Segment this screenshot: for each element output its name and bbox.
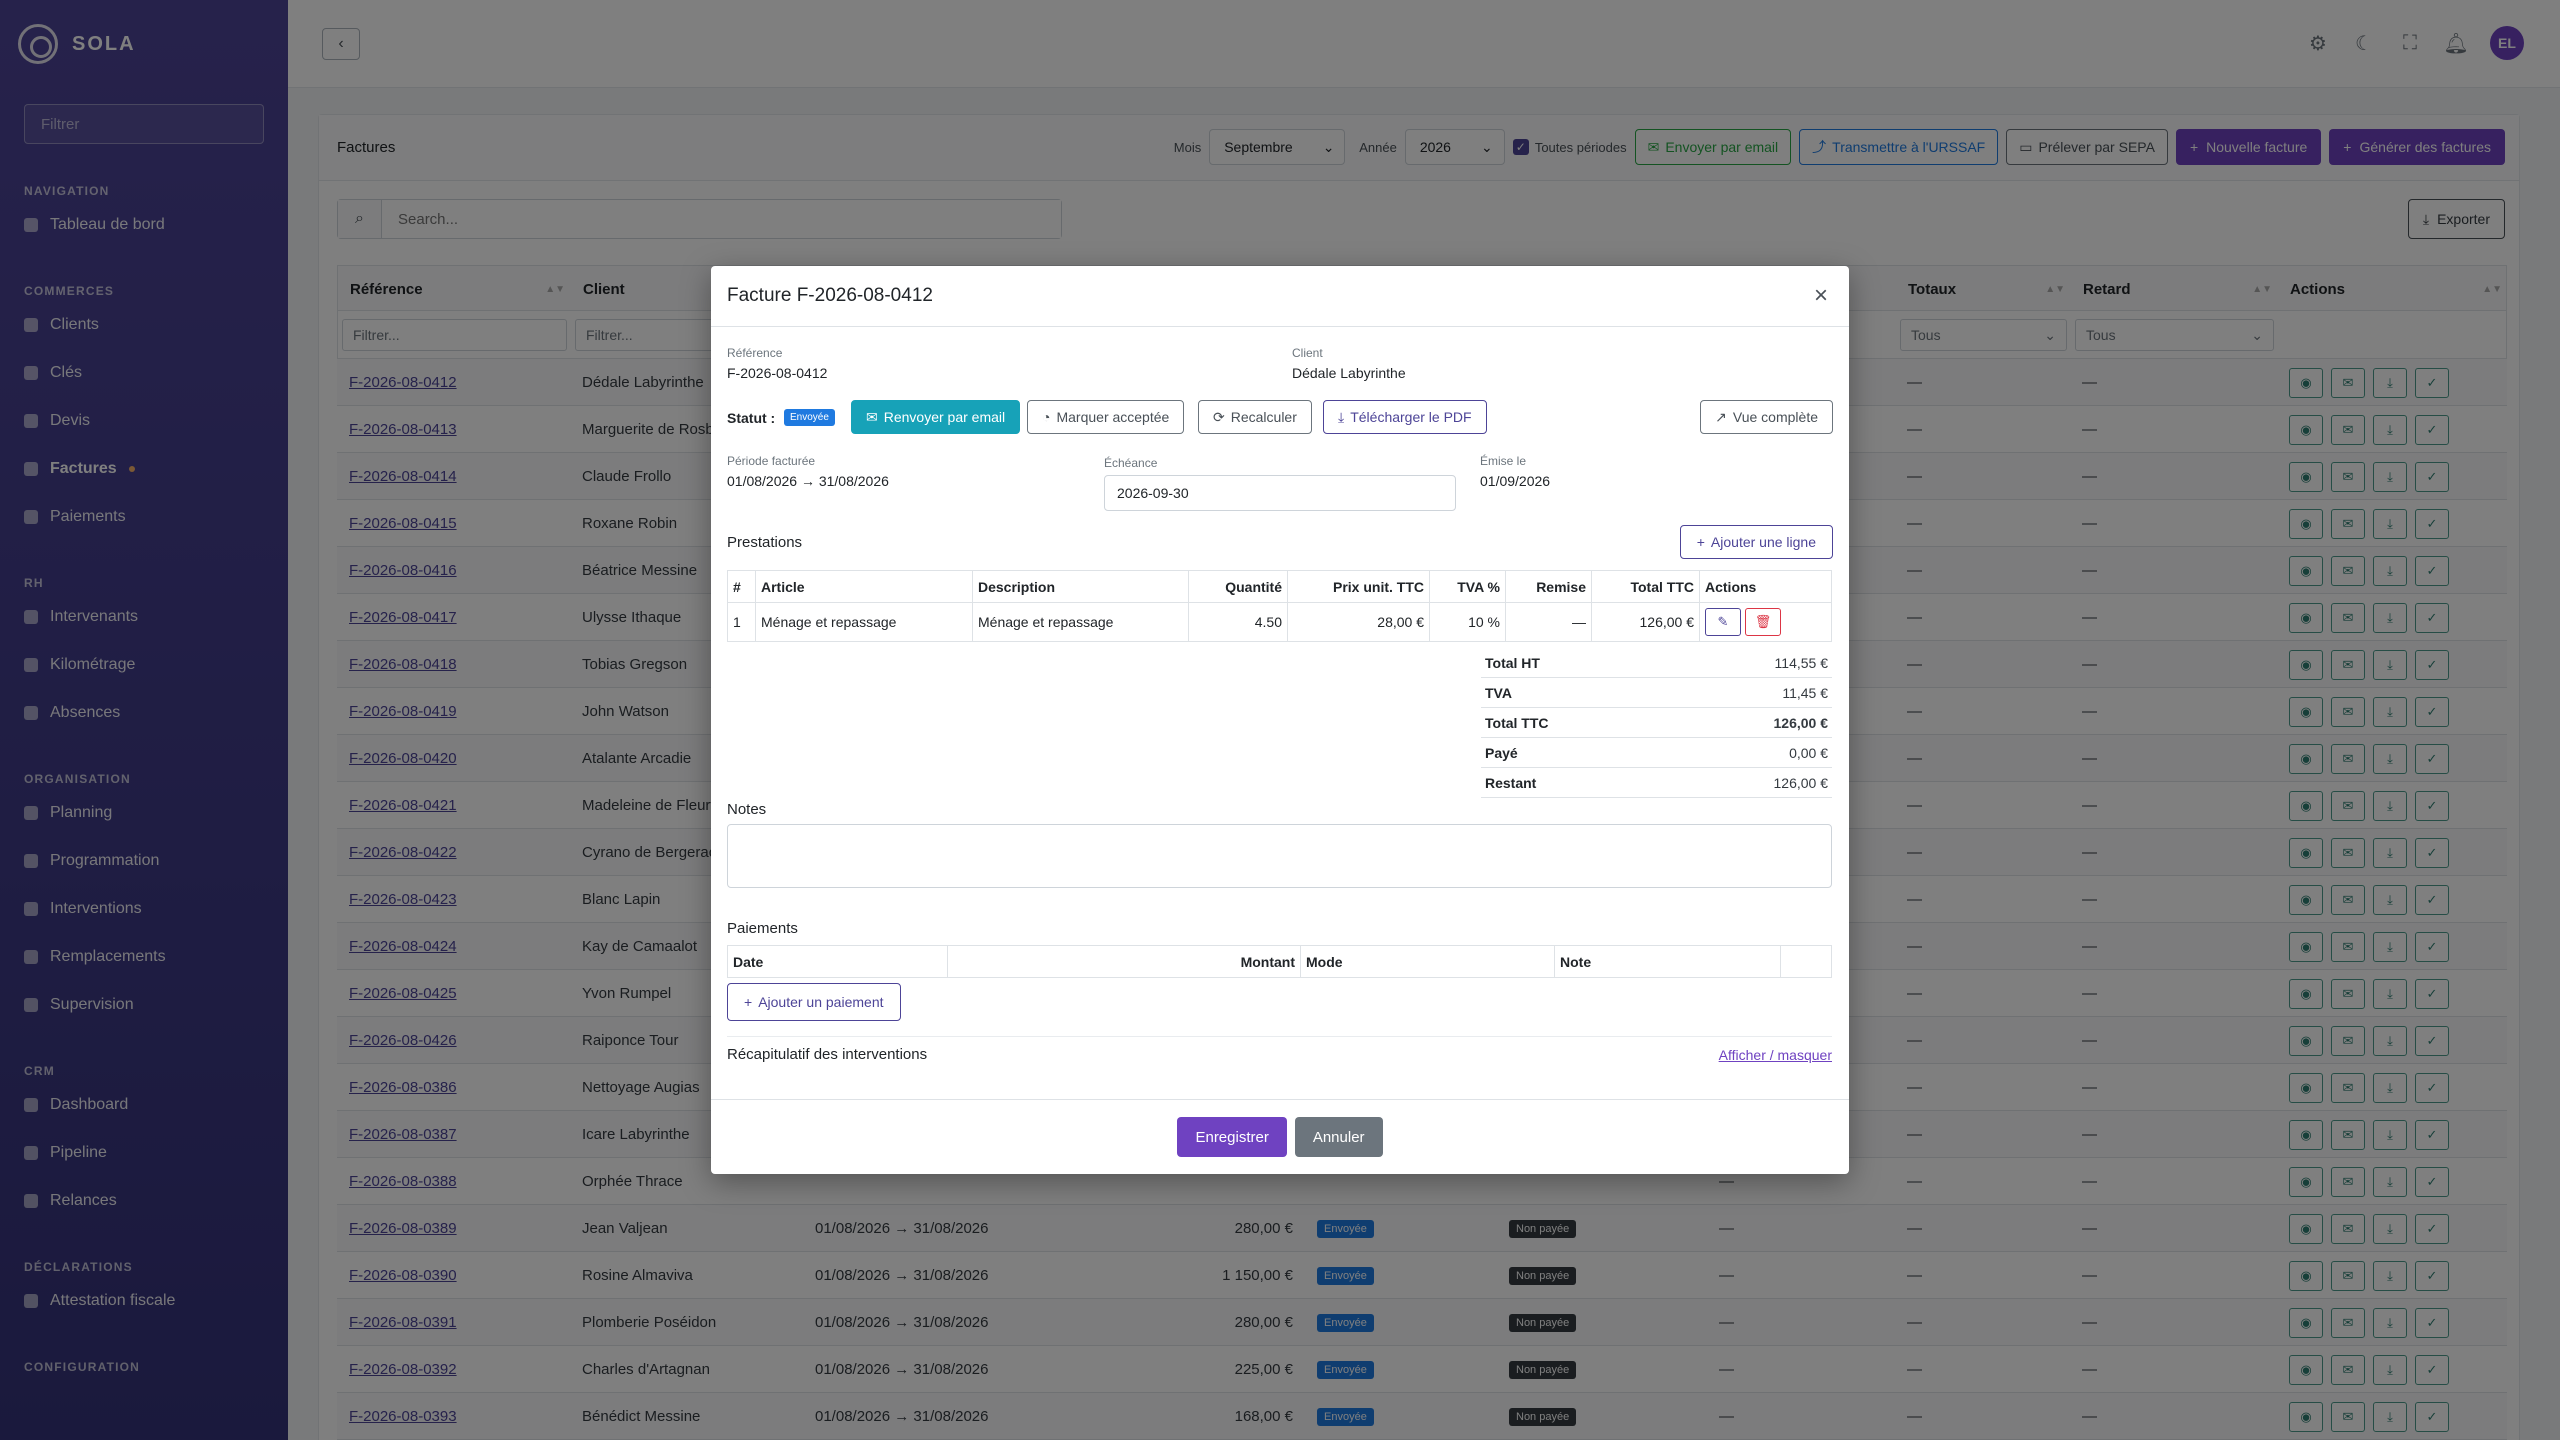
period-label: Période facturée — [727, 454, 816, 468]
total-label: TVA — [1485, 684, 1512, 701]
refresh-icon: ⟳ — [1213, 408, 1225, 425]
col-article: Article — [755, 570, 973, 603]
line-tva[interactable]: 10 % — [1429, 602, 1506, 642]
col-pay-mode: Mode — [1300, 945, 1555, 978]
col-description: Description — [972, 570, 1189, 603]
col-pay-note: Note — [1554, 945, 1781, 978]
line-description[interactable]: Ménage et repassage — [972, 602, 1189, 642]
issued-value: 01/09/2026 — [1480, 473, 1551, 489]
modal-header: Facture F-2026-08-0412 × — [711, 266, 1849, 327]
total-label: Total HT — [1485, 654, 1540, 671]
payments-title: Paiements — [727, 920, 798, 937]
total-value: 126,00 € — [1773, 714, 1829, 731]
total-row: TVA 11,45 € — [1481, 678, 1832, 708]
col-pay-date: Date — [727, 945, 948, 978]
period-value: 01/08/2026 → 31/08/2026 — [727, 473, 889, 489]
client-value: Dédale Labyrinthe — [1292, 365, 1406, 381]
total-label: Total TTC — [1485, 714, 1549, 731]
line-number: 1 — [727, 602, 756, 642]
due-date-input[interactable] — [1104, 475, 1456, 511]
download-pdf-button[interactable]: ⤓ Télécharger le PDF — [1323, 400, 1487, 434]
plus-icon: + — [744, 994, 753, 1010]
notes-textarea[interactable] — [727, 824, 1832, 888]
line-quantity[interactable]: 4.50 — [1188, 602, 1288, 642]
trash-icon[interactable]: 🗑︎ — [1745, 608, 1781, 636]
mail-icon: ✉ — [866, 408, 878, 425]
add-line-button[interactable]: + Ajouter une ligne — [1679, 525, 1833, 559]
line-total: 126,00 € — [1591, 602, 1700, 642]
total-label: Payé — [1485, 744, 1518, 761]
total-value: 114,55 € — [1774, 654, 1828, 671]
line-discount[interactable]: — — [1505, 602, 1592, 642]
modal-title: Facture F-2026-08-0412 — [727, 285, 933, 306]
prestations-title: Prestations — [727, 534, 803, 551]
col-number: # — [727, 570, 756, 603]
resend-email-button[interactable]: ✉ Renvoyer par email — [851, 400, 1021, 434]
close-icon[interactable]: × — [1807, 282, 1835, 310]
total-row: Restant 126,00 € — [1481, 768, 1832, 798]
save-button[interactable]: Enregistrer — [1177, 1117, 1287, 1157]
status-badge: Envoyée — [784, 409, 835, 426]
totals-block: Total HT 114,55 € TVA 11,45 € Total TTC 126,0… — [1481, 648, 1832, 798]
interventions-recap: Récapitulatif des interventions Afficher… — [727, 1036, 1832, 1072]
col-quantity: Quantité — [1188, 570, 1288, 603]
total-value: 126,00 € — [1773, 774, 1829, 791]
download-icon: ⤓ — [1338, 408, 1345, 425]
reference-label: Référence — [727, 346, 783, 360]
total-row: Payé 0,00 € — [1481, 738, 1832, 768]
total-label: Restant — [1485, 774, 1537, 791]
line-unit-price[interactable]: 28,00 € — [1287, 602, 1430, 642]
cancel-button[interactable]: Annuler — [1294, 1117, 1383, 1157]
total-row: Total TTC 126,00 € — [1481, 708, 1832, 738]
col-discount: Remise — [1505, 570, 1592, 603]
full-view-button[interactable]: ↗ Vue complète — [1700, 400, 1833, 434]
modal-footer: Enregistrer Annuler — [711, 1099, 1849, 1174]
recalculate-button[interactable]: ⟳ Recalculer — [1198, 400, 1312, 434]
total-value: 11,45 € — [1782, 684, 1828, 701]
line-article[interactable]: Ménage et repassage — [755, 602, 973, 642]
col-unit-price: Prix unit. TTC — [1287, 570, 1430, 603]
col-pay-amount: Montant — [947, 945, 1301, 978]
payments-table: Date Montant Mode Note — [727, 945, 1832, 978]
issued-label: Émise le — [1480, 454, 1527, 468]
due-date-label: Échéance — [1104, 456, 1158, 470]
client-label: Client — [1292, 346, 1323, 360]
col-actions: Actions — [1699, 570, 1832, 603]
total-value: 0,00 € — [1789, 744, 1828, 761]
status-label: Statut : — [727, 410, 776, 426]
invoice-modal: Facture F-2026-08-0412 × Référence F-202… — [711, 266, 1849, 1174]
prestation-row: 1 Ménage et repassage Ménage et repassag… — [727, 602, 1832, 642]
prestations-table: # Article Description Quantité Prix unit… — [727, 570, 1832, 642]
payments-header: Date Montant Mode Note — [727, 945, 1832, 978]
edit-icon[interactable]: ✎ — [1705, 608, 1741, 636]
recap-title: Récapitulatif des interventions — [727, 1046, 928, 1063]
external-link-icon: ↗ — [1715, 408, 1727, 425]
plus-icon: + — [1696, 534, 1705, 550]
total-row: Total HT 114,55 € — [1481, 648, 1832, 678]
notes-title: Notes — [727, 801, 767, 818]
prestations-header: # Article Description Quantité Prix unit… — [727, 570, 1832, 603]
add-payment-button[interactable]: + Ajouter un paiement — [727, 983, 901, 1021]
col-tva: TVA % — [1429, 570, 1506, 603]
mark-accepted-button[interactable]: ◔ Marquer acceptée — [1027, 400, 1185, 434]
reference-value: F-2026-08-0412 — [727, 365, 828, 381]
toggle-recap-link[interactable]: Afficher / masquer — [1718, 1046, 1832, 1063]
col-pay-actions — [1780, 945, 1832, 978]
col-total: Total TTC — [1591, 570, 1700, 603]
line-actions: ✎ 🗑︎ — [1699, 602, 1832, 642]
check-circle-icon: ◔ — [1042, 409, 1051, 425]
